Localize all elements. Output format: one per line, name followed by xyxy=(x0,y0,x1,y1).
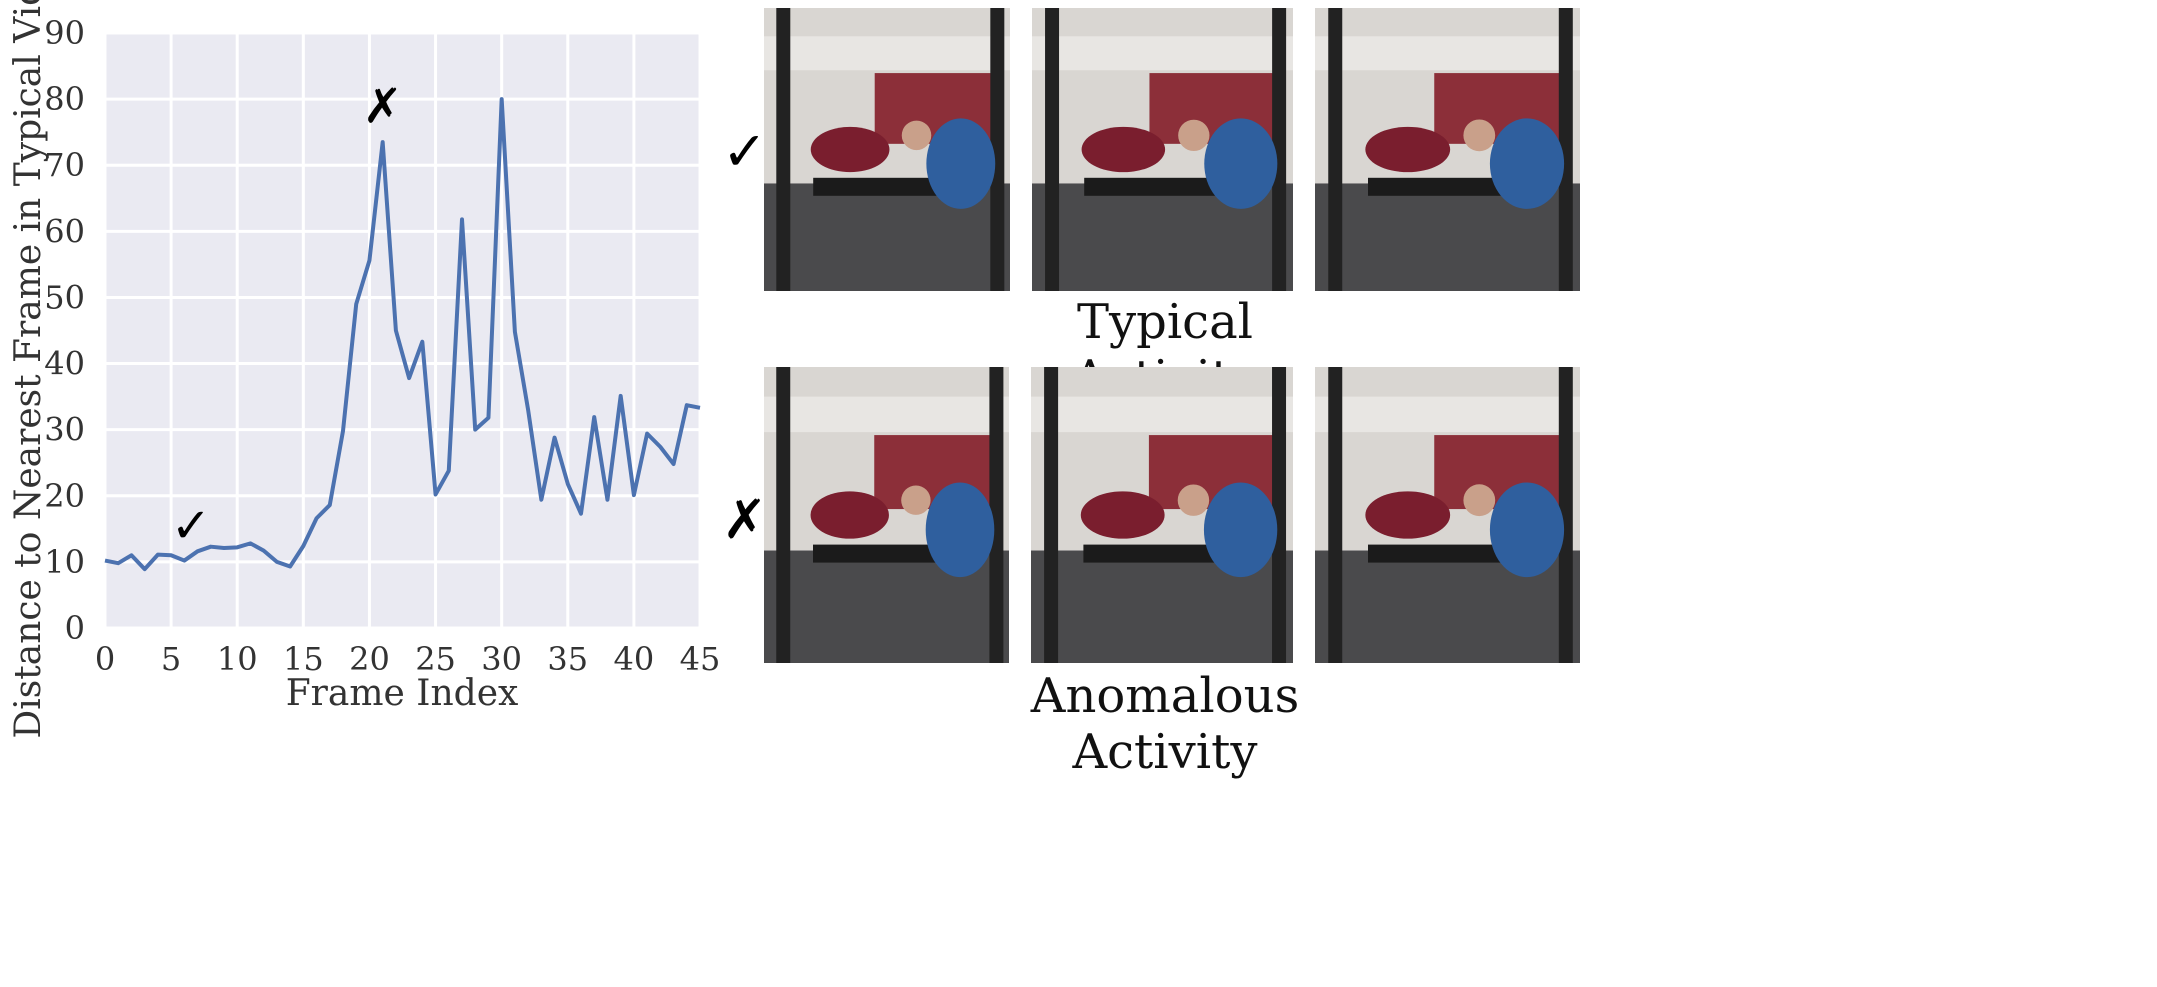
gym-frame-illustration xyxy=(764,367,1009,663)
typical-frame-3 xyxy=(1315,8,1580,291)
anomalous-frames-panel xyxy=(764,367,1580,663)
x-axis-ticks: 0 5 10 15 20 25 30 35 40 45 xyxy=(95,640,721,678)
typical-frames-panel xyxy=(764,8,1580,291)
x-tick-label: 15 xyxy=(283,640,324,678)
anomalous-frame-3 xyxy=(1315,367,1580,663)
y-tick-label: 50 xyxy=(44,278,85,316)
plot-area xyxy=(105,33,700,628)
x-tick-label: 35 xyxy=(547,640,588,678)
y-axis-title: Distance to Nearest Frame in Typical Vid… xyxy=(8,0,49,739)
anomalous-frame-1 xyxy=(764,367,1009,663)
y-tick-label: 40 xyxy=(44,345,85,383)
anomalous-row-cross-mark: ✗ xyxy=(722,488,768,551)
y-tick-label: 20 xyxy=(44,477,85,515)
y-tick-label: 0 xyxy=(65,609,85,647)
x-tick-label: 45 xyxy=(680,640,721,678)
x-tick-label: 5 xyxy=(161,640,181,678)
y-tick-label: 30 xyxy=(44,411,85,449)
y-tick-label: 90 xyxy=(44,14,85,52)
anomalous-frame-2 xyxy=(1031,367,1293,663)
typical-row-check-mark: ✓ xyxy=(722,120,768,183)
line-chart: 0 5 10 15 20 25 30 35 40 45 0 10 20 30 40 50 60 70 80 90 ✓… xyxy=(8,0,721,739)
typical-frame-2 xyxy=(1032,8,1293,291)
gym-frame-illustration xyxy=(1315,367,1580,663)
y-tick-label: 60 xyxy=(44,212,85,250)
x-tick-label: 0 xyxy=(95,640,115,678)
x-tick-label: 40 xyxy=(614,640,655,678)
x-tick-label: 20 xyxy=(349,640,390,678)
y-tick-label: 70 xyxy=(44,146,85,184)
anomalous-activity-caption: Anomalous Activity xyxy=(1030,668,1300,780)
annotations: ✓✗ xyxy=(171,78,403,554)
y-tick-label: 10 xyxy=(44,543,85,581)
gym-frame-illustration xyxy=(1031,367,1293,663)
x-tick-label: 30 xyxy=(481,640,522,678)
typical-frame-1 xyxy=(764,8,1010,291)
x-axis-title: Frame Index xyxy=(286,673,519,714)
grid xyxy=(103,31,702,630)
x-tick-label: 10 xyxy=(217,640,258,678)
x-tick-label: 25 xyxy=(415,640,456,678)
series-line xyxy=(104,97,701,572)
check-annotation: ✓ xyxy=(171,498,211,554)
cross-annotation: ✗ xyxy=(363,78,403,134)
gym-frame-illustration xyxy=(1315,8,1580,291)
gym-frame-illustration xyxy=(1032,8,1293,291)
y-tick-label: 80 xyxy=(44,80,85,118)
y-axis-ticks: 0 10 20 30 40 50 60 70 80 90 xyxy=(44,14,85,647)
gym-frame-illustration xyxy=(764,8,1010,291)
